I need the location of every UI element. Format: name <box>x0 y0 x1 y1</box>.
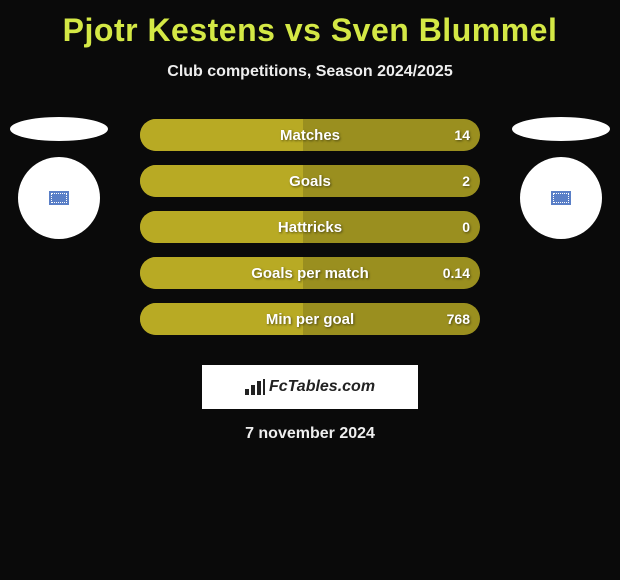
player-right-name-pill <box>512 117 610 141</box>
player-right-badge <box>512 117 610 239</box>
stat-fill-left <box>140 119 303 151</box>
stat-label: Goals <box>289 173 331 190</box>
stats-area: Matches 14 Goals 2 Hattricks 0 Goals per… <box>0 117 620 347</box>
stat-row: Goals per match 0.14 <box>140 257 480 289</box>
date-line: 7 november 2024 <box>0 425 620 443</box>
stat-value-right: 768 <box>447 311 470 327</box>
player-left-name-pill <box>10 117 108 141</box>
placeholder-image-icon <box>551 191 571 205</box>
player-left-badge <box>10 117 108 239</box>
placeholder-image-icon <box>49 191 69 205</box>
stat-label: Matches <box>280 127 340 144</box>
source-logo[interactable]: FcTables.com <box>202 365 418 409</box>
stat-label: Min per goal <box>266 311 354 328</box>
stat-rows: Matches 14 Goals 2 Hattricks 0 Goals per… <box>140 119 480 349</box>
stat-row: Hattricks 0 <box>140 211 480 243</box>
page-title: Pjotr Kestens vs Sven Blummel <box>0 0 620 49</box>
source-logo-text: FcTables.com <box>245 378 375 396</box>
player-left-avatar <box>18 157 100 239</box>
page-subtitle: Club competitions, Season 2024/2025 <box>0 63 620 81</box>
stat-label: Goals per match <box>251 265 369 282</box>
source-logo-label: FcTables.com <box>269 378 375 396</box>
player-right-avatar <box>520 157 602 239</box>
comparison-widget: Pjotr Kestens vs Sven Blummel Club compe… <box>0 0 620 443</box>
stat-value-right: 2 <box>462 173 470 189</box>
stat-value-right: 0.14 <box>443 265 470 281</box>
stat-value-right: 0 <box>462 219 470 235</box>
stat-row: Goals 2 <box>140 165 480 197</box>
stat-fill-left <box>140 165 303 197</box>
bar-chart-icon <box>245 379 265 395</box>
stat-row: Min per goal 768 <box>140 303 480 335</box>
stat-row: Matches 14 <box>140 119 480 151</box>
stat-value-right: 14 <box>454 127 470 143</box>
stat-label: Hattricks <box>278 219 342 236</box>
